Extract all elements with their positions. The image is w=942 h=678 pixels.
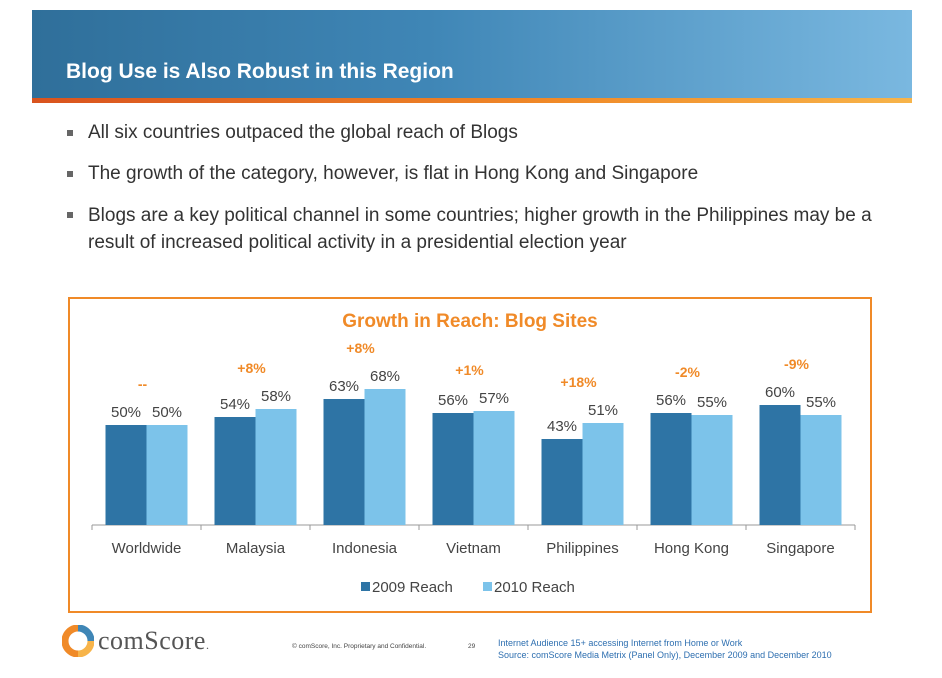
source-line: Source: comScore Media Metrix (Panel Onl…	[498, 650, 832, 660]
source-note: Internet Audience 15+ accessing Internet…	[498, 637, 832, 661]
bar-value-label: 63%	[329, 378, 359, 395]
source-line: Internet Audience 15+ accessing Internet…	[498, 638, 743, 648]
chart-panel: Growth in Reach: Blog Sites 50% 50% -- Worl…	[68, 297, 872, 613]
bar	[541, 439, 583, 525]
bar	[800, 415, 842, 525]
bar	[650, 413, 692, 525]
growth-label: +8%	[346, 340, 375, 356]
comscore-logo: comScore.	[61, 624, 282, 658]
bar-value-label: 57%	[479, 390, 509, 407]
bar	[582, 423, 624, 525]
growth-label: --	[138, 376, 148, 392]
bar	[759, 405, 801, 525]
growth-label: -9%	[784, 356, 809, 372]
x-tick-label: Hong Kong	[654, 540, 729, 557]
bar	[214, 417, 256, 525]
bar	[323, 399, 365, 525]
bar-value-label: 58%	[261, 388, 291, 405]
bar-value-label: 43%	[547, 418, 577, 435]
bullet-item: Blogs are a key political channel in som…	[66, 202, 886, 256]
legend-label: 2010 Reach	[494, 579, 575, 596]
chart-title: Growth in Reach: Blog Sites	[342, 311, 597, 332]
x-tick-label: Philippines	[546, 540, 619, 557]
bar	[255, 409, 297, 525]
growth-label: +1%	[455, 362, 484, 378]
bar	[146, 425, 188, 525]
slide-title: Blog Use is Also Robust in this Region	[66, 60, 454, 83]
bar-value-label: 56%	[656, 392, 686, 409]
header-accent-stripe	[32, 98, 912, 103]
growth-label: +18%	[560, 374, 597, 390]
bar-value-label: 51%	[588, 402, 618, 419]
logo-text: comScore.	[98, 626, 210, 655]
bar-value-label: 50%	[152, 404, 182, 421]
bar-value-label: 68%	[370, 368, 400, 385]
growth-label: -2%	[675, 364, 700, 380]
x-tick-label: Malaysia	[226, 540, 286, 557]
bullet-list: All six countries outpaced the global re…	[66, 120, 886, 271]
legend-label: 2009 Reach	[372, 579, 453, 596]
page-number: 29	[468, 643, 476, 650]
bar-value-label: 54%	[220, 396, 250, 413]
comscore-logo-icon	[61, 624, 95, 658]
bar	[364, 389, 406, 525]
bullet-item: All six countries outpaced the global re…	[66, 120, 886, 146]
copyright-notice: © comScore, Inc. Proprietary and Confide…	[292, 643, 427, 650]
x-tick-label: Indonesia	[332, 540, 398, 557]
bar	[432, 413, 474, 525]
bar	[473, 411, 515, 525]
bar-value-label: 50%	[111, 404, 141, 421]
bar-value-label: 60%	[765, 384, 795, 401]
bar-value-label: 56%	[438, 392, 468, 409]
legend-swatch	[483, 582, 492, 591]
x-tick-label: Worldwide	[112, 540, 182, 557]
growth-label: +8%	[237, 360, 266, 376]
bullet-item: The growth of the category, however, is …	[66, 161, 886, 187]
x-tick-label: Vietnam	[446, 540, 501, 557]
legend-swatch	[361, 582, 370, 591]
header-banner	[32, 10, 912, 100]
bar-value-label: 55%	[697, 394, 727, 411]
bar-chart: Growth in Reach: Blog Sites 50% 50%--Worl…	[91, 311, 856, 596]
bar	[105, 425, 147, 525]
bar-value-label: 55%	[806, 394, 836, 411]
bar	[691, 415, 733, 525]
x-tick-label: Singapore	[766, 540, 834, 557]
